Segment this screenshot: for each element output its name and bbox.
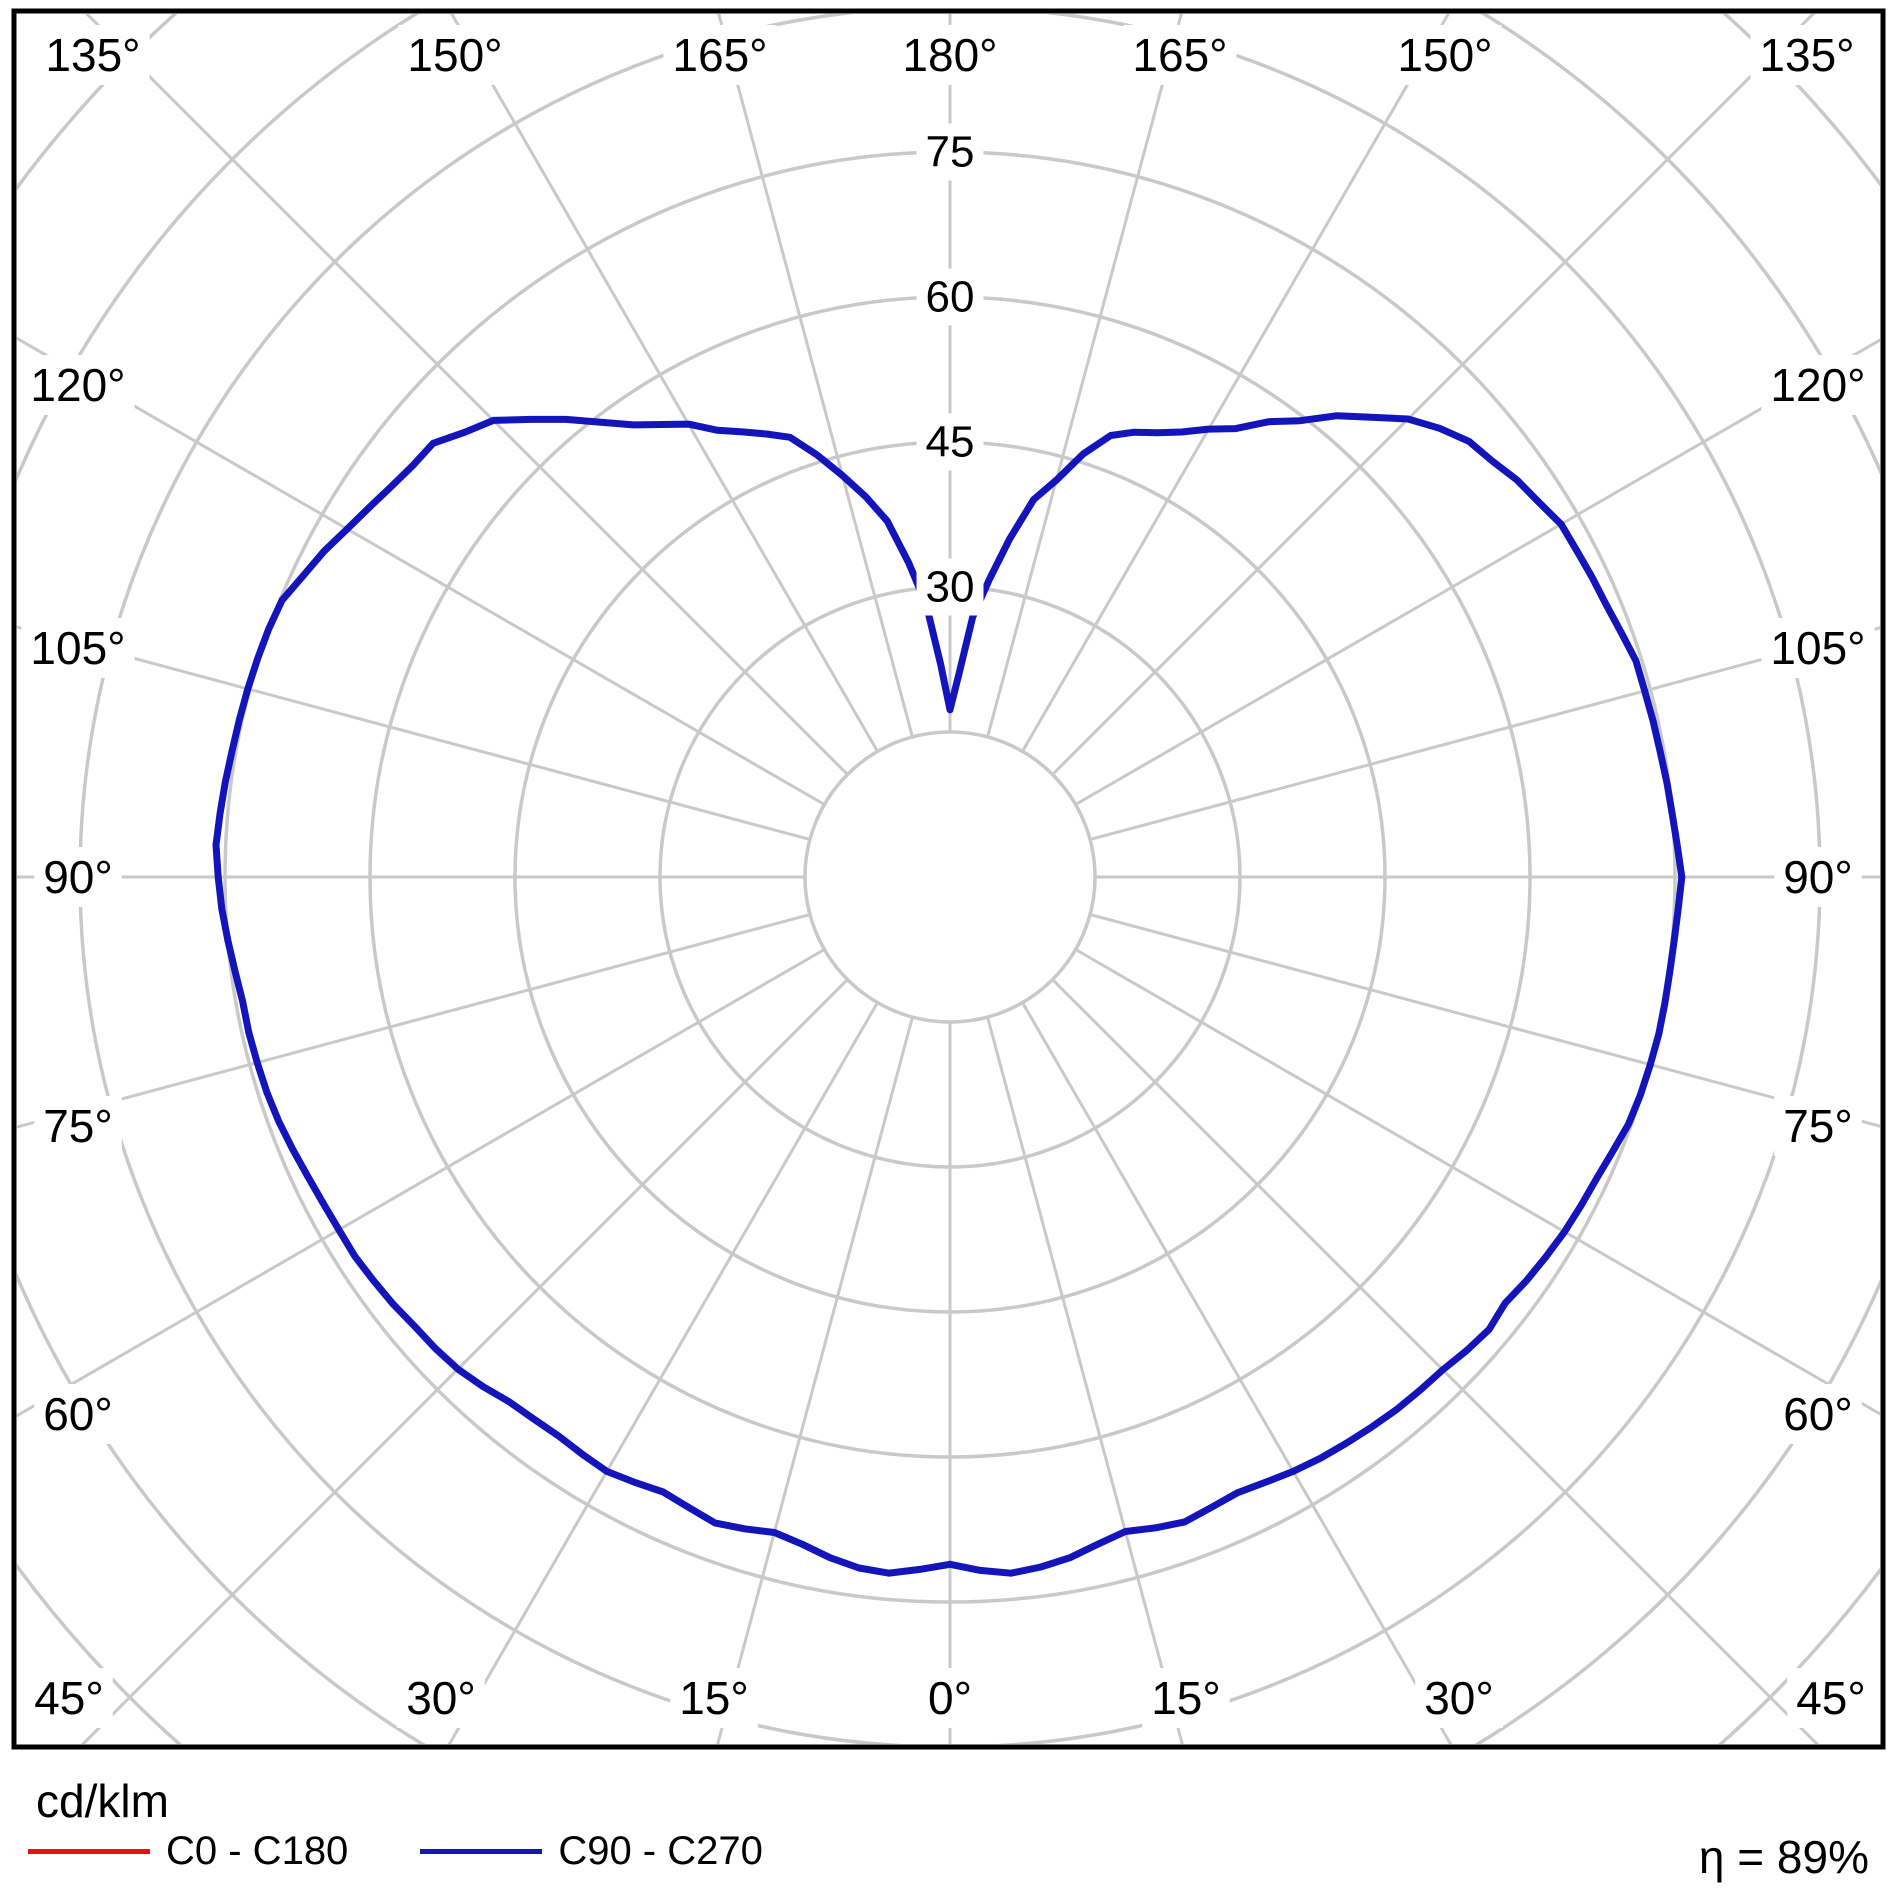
angle-label-20-bg bbox=[919, 1668, 981, 1728]
angle-label-11: 60° bbox=[43, 1388, 113, 1440]
angle-label-4: 165° bbox=[1132, 29, 1227, 81]
legend-c90-c270-swatch bbox=[420, 1848, 543, 1854]
angle-gridline-330 bbox=[447, 1001, 879, 1744]
angle-label-21-bg bbox=[1142, 1668, 1230, 1728]
angle-label-1-bg bbox=[398, 25, 512, 85]
angle-label-15-bg bbox=[1774, 1096, 1862, 1156]
angle-label-15: 75° bbox=[1783, 1100, 1853, 1152]
angle-label-16: 60° bbox=[1783, 1388, 1853, 1440]
angle-gridline-285 bbox=[17, 913, 811, 1129]
angle-gridline-210 bbox=[450, 14, 879, 753]
angle-label-18: 30° bbox=[406, 1672, 476, 1724]
angle-label-12-bg bbox=[1761, 355, 1875, 415]
angle-label-14: 90° bbox=[1783, 851, 1853, 903]
angle-label-20: 0° bbox=[928, 1672, 972, 1724]
angle-label-14-bg bbox=[1774, 847, 1862, 907]
angle-label-10-bg bbox=[34, 1096, 122, 1156]
angle-gridline-240 bbox=[17, 336, 826, 806]
angle-label-0-bg bbox=[36, 25, 150, 85]
angle-label-11-bg bbox=[34, 1384, 122, 1444]
angle-label-5: 150° bbox=[1397, 29, 1492, 81]
radial-tick-label-75: 75 bbox=[926, 127, 975, 176]
angle-gridline-345 bbox=[716, 1016, 914, 1744]
angle-gridline-105 bbox=[1089, 626, 1880, 841]
radial-tick-label-30: 30 bbox=[926, 562, 975, 611]
radial-tick-label-60-bg bbox=[916, 268, 984, 326]
angle-gridline-195 bbox=[717, 14, 914, 738]
angle-gridline-300 bbox=[17, 948, 826, 1418]
angle-label-3: 180° bbox=[902, 29, 997, 81]
angle-gridline-165 bbox=[986, 14, 1183, 738]
radial-tick-label-45: 45 bbox=[926, 417, 975, 466]
angle-label-0: 135° bbox=[45, 29, 140, 81]
curve-c90-c270 bbox=[212, 412, 1686, 1577]
angle-label-19-bg bbox=[670, 1668, 758, 1728]
radial-tick-label-45-bg bbox=[916, 413, 984, 471]
angle-label-16-bg bbox=[1774, 1384, 1862, 1444]
angle-label-21: 15° bbox=[1151, 1672, 1221, 1724]
angle-label-23-bg bbox=[1787, 1668, 1875, 1728]
angle-label-13-bg bbox=[1761, 618, 1875, 678]
angle-label-22-bg bbox=[1415, 1668, 1503, 1728]
angle-gridline-150 bbox=[1021, 14, 1450, 753]
angle-label-6-bg bbox=[1750, 25, 1864, 85]
angle-label-17: 45° bbox=[34, 1672, 104, 1724]
radial-tick-label-75-bg bbox=[916, 123, 984, 181]
angle-gridline-60 bbox=[1074, 948, 1880, 1416]
angle-gridline-15 bbox=[986, 1016, 1184, 1744]
angle-label-8: 105° bbox=[30, 622, 125, 674]
angle-label-10: 75° bbox=[43, 1100, 113, 1152]
angle-label-4-bg bbox=[1123, 25, 1237, 85]
radial-tick-label-30-bg bbox=[916, 558, 984, 616]
angle-label-9: 90° bbox=[43, 851, 113, 903]
angle-label-23: 45° bbox=[1796, 1672, 1866, 1724]
angle-label-2: 165° bbox=[672, 29, 767, 81]
angle-label-1: 150° bbox=[407, 29, 502, 81]
angle-gridline-75 bbox=[1089, 913, 1880, 1128]
legend-c0-c180-label: C0 - C180 bbox=[166, 1829, 349, 1873]
angle-label-12: 120° bbox=[1770, 359, 1865, 411]
angle-label-7-bg bbox=[21, 355, 135, 415]
angle-label-5-bg bbox=[1388, 25, 1502, 85]
angle-label-13: 105° bbox=[1770, 622, 1865, 674]
angle-label-3-bg bbox=[893, 25, 1007, 85]
legend-c0-c180-swatch bbox=[28, 1848, 150, 1854]
angle-label-17-bg bbox=[25, 1668, 113, 1728]
angle-label-6: 135° bbox=[1759, 29, 1854, 81]
angle-label-7: 120° bbox=[30, 359, 125, 411]
radial-tick-label-60: 60 bbox=[926, 272, 975, 321]
angle-gridline-30 bbox=[1021, 1001, 1453, 1744]
angle-gridline-255 bbox=[17, 625, 811, 841]
angle-gridline-120 bbox=[1074, 338, 1880, 806]
legend-c90-c270-label: C90 - C270 bbox=[558, 1829, 763, 1873]
angle-label-19: 15° bbox=[679, 1672, 749, 1724]
legend: C0 - C180 C90 - C270 bbox=[28, 1828, 763, 1874]
radial-unit-label: cd/klm bbox=[36, 1775, 169, 1827]
angle-label-2-bg bbox=[663, 25, 777, 85]
angle-label-22: 30° bbox=[1424, 1672, 1494, 1724]
angle-label-18-bg bbox=[397, 1668, 485, 1728]
axis-labels: 30 45 60 75 135° 150° 165° 180° 165° 150° 135° 120°… bbox=[21, 25, 1875, 1728]
angle-label-8-bg bbox=[21, 618, 135, 678]
angle-label-9-bg bbox=[34, 847, 122, 907]
light-output-ratio-label: η = 89% bbox=[1698, 1831, 1869, 1883]
